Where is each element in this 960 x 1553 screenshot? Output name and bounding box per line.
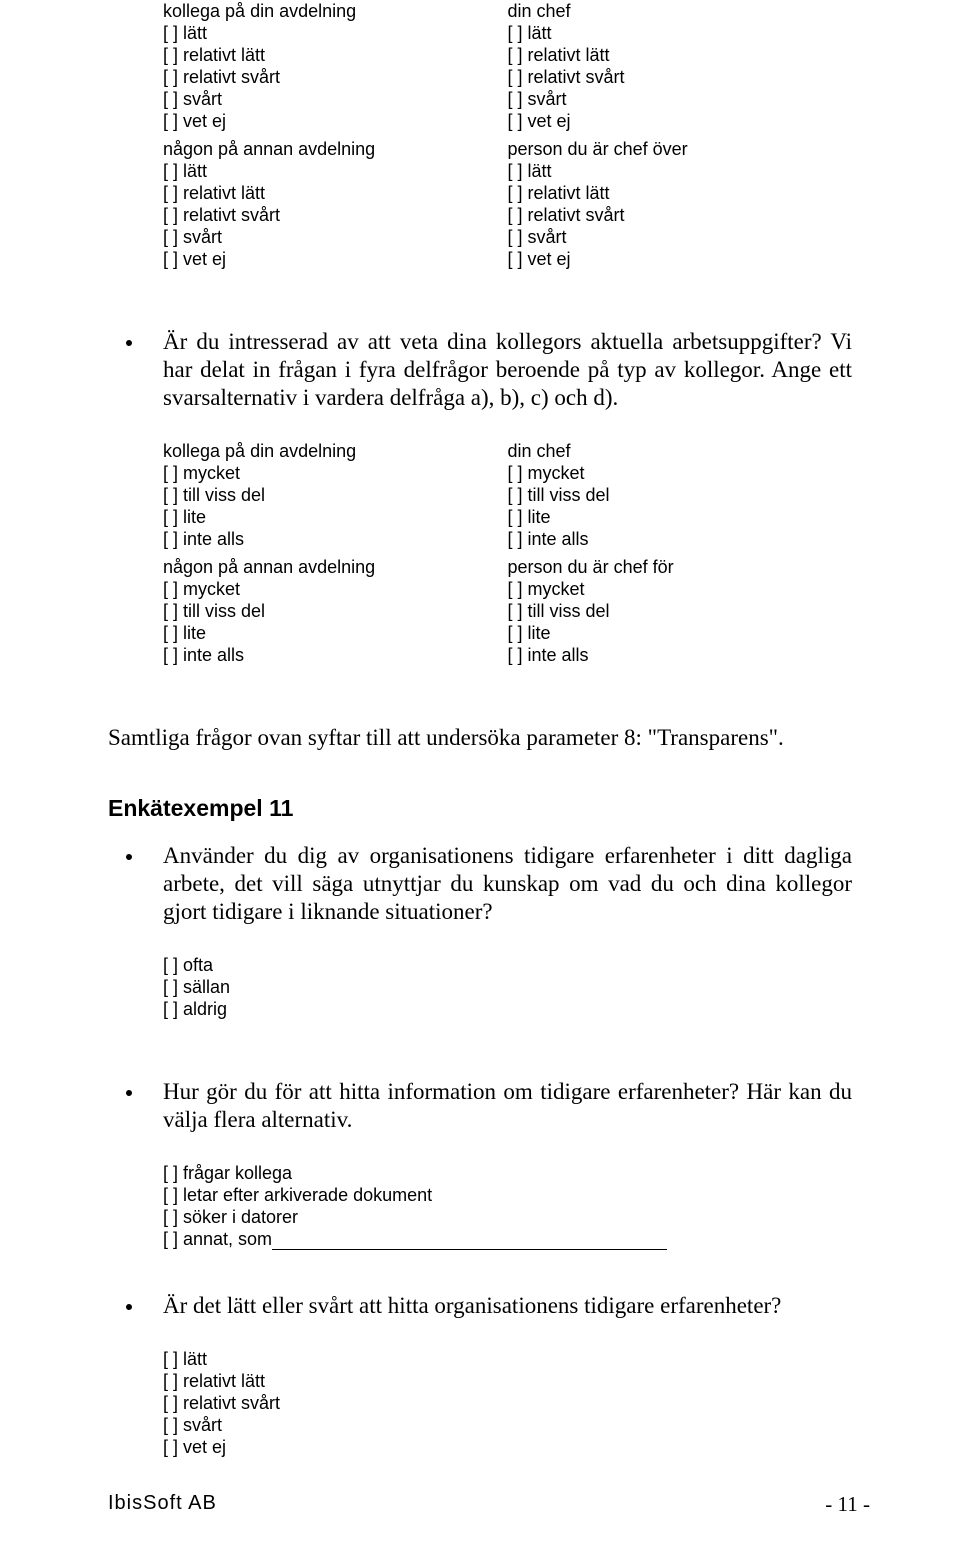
checkbox-option[interactable]: [ ] svårt (163, 88, 508, 110)
checkbox-option[interactable]: [ ] lite (508, 622, 853, 644)
checkbox-option[interactable]: [ ] till viss del (163, 600, 508, 622)
checkbox-option[interactable]: [ ] mycket (508, 462, 853, 484)
q2d: person du är chef för [ ] mycket [ ] til… (508, 556, 853, 666)
bullet-icon (126, 1090, 132, 1096)
bullet-icon (126, 854, 132, 860)
checkbox-option[interactable]: [ ] svårt (163, 226, 508, 248)
q1d: person du är chef över [ ] lätt [ ] rela… (508, 138, 853, 270)
checkbox-option[interactable]: [ ] lätt (163, 1348, 852, 1370)
q3-block: [ ] ofta [ ] sällan [ ] aldrig (108, 954, 852, 1020)
footer-page-number: - 11 - (825, 1492, 870, 1517)
checkbox-option[interactable]: [ ] till viss del (163, 484, 508, 506)
bullet-item: Använder du dig av organisationens tidig… (126, 842, 852, 926)
checkbox-option[interactable]: [ ] relativt svårt (508, 66, 853, 88)
checkbox-option[interactable]: [ ] lätt (508, 160, 853, 182)
q2c-heading: någon på annan avdelning (163, 556, 508, 578)
checkbox-option[interactable]: [ ] vet ej (163, 1436, 852, 1458)
q1d-heading: person du är chef över (508, 138, 853, 160)
bullet-item: Hur gör du för att hitta information om … (126, 1078, 852, 1134)
checkbox-option[interactable]: [ ] mycket (163, 462, 508, 484)
para-transparens: Samtliga frågor ovan syftar till att und… (108, 724, 852, 752)
footer-company: IbisSoft AB (108, 1492, 217, 1517)
q1-row-cd: någon på annan avdelning [ ] lätt [ ] re… (163, 138, 852, 270)
q1a: kollega på din avdelning [ ] lätt [ ] re… (163, 0, 508, 132)
q1a-heading: kollega på din avdelning (163, 0, 508, 22)
q2b-heading: din chef (508, 440, 853, 462)
checkbox-option[interactable]: [ ] lite (508, 506, 853, 528)
q1c-heading: någon på annan avdelning (163, 138, 508, 160)
q2a-heading: kollega på din avdelning (163, 440, 508, 462)
checkbox-option[interactable]: [ ] lätt (508, 22, 853, 44)
checkbox-option[interactable]: [ ] mycket (163, 578, 508, 600)
bullet2-text: Använder du dig av organisationens tidig… (163, 842, 852, 926)
checkbox-option[interactable]: [ ] vet ej (508, 248, 853, 270)
checkbox-option[interactable]: [ ] vet ej (163, 248, 508, 270)
q2c: någon på annan avdelning [ ] mycket [ ] … (163, 556, 508, 666)
checkbox-option[interactable]: [ ] relativt lätt (163, 44, 508, 66)
checkbox-option[interactable]: [ ] inte alls (508, 528, 853, 550)
q4-other-prefix: [ ] annat, som (163, 1229, 272, 1249)
checkbox-option[interactable]: [ ] relativt lätt (508, 182, 853, 204)
q1-block-top: kollega på din avdelning [ ] lätt [ ] re… (163, 0, 852, 270)
q2-row-ab: kollega på din avdelning [ ] mycket [ ] … (163, 440, 852, 550)
checkbox-option[interactable]: [ ] relativt svårt (163, 1392, 852, 1414)
bullet-icon (126, 340, 132, 346)
q1b-heading: din chef (508, 0, 853, 22)
q2a: kollega på din avdelning [ ] mycket [ ] … (163, 440, 508, 550)
checkbox-option[interactable]: [ ] relativt lätt (508, 44, 853, 66)
q2-block: kollega på din avdelning [ ] mycket [ ] … (163, 440, 852, 666)
bullet4-text: Är det lätt eller svårt att hitta organi… (163, 1292, 852, 1320)
checkbox-option[interactable]: [ ] vet ej (163, 110, 508, 132)
q2d-heading: person du är chef för (508, 556, 853, 578)
checkbox-option[interactable]: [ ] letar efter arkiverade dokument (163, 1184, 852, 1206)
checkbox-option[interactable]: [ ] inte alls (163, 644, 508, 666)
q4-block: [ ] frågar kollega [ ] letar efter arkiv… (108, 1162, 852, 1250)
q2-row-cd: någon på annan avdelning [ ] mycket [ ] … (163, 556, 852, 666)
checkbox-option[interactable]: [ ] ofta (163, 954, 852, 976)
q1b: din chef [ ] lätt [ ] relativt lätt [ ] … (508, 0, 853, 132)
checkbox-option[interactable]: [ ] aldrig (163, 998, 852, 1020)
page: kollega på din avdelning [ ] lätt [ ] re… (0, 0, 960, 1553)
checkbox-option[interactable]: [ ] svårt (508, 226, 853, 248)
checkbox-option[interactable]: [ ] relativt svårt (163, 66, 508, 88)
bullet-icon (126, 1304, 132, 1310)
checkbox-option[interactable]: [ ] lite (163, 506, 508, 528)
checkbox-option[interactable]: [ ] relativt svårt (508, 204, 853, 226)
checkbox-option[interactable]: [ ] svårt (508, 88, 853, 110)
q2b: din chef [ ] mycket [ ] till viss del [ … (508, 440, 853, 550)
page-footer: IbisSoft AB - 11 - (108, 1492, 870, 1517)
section-11-title: Enkätexempel 11 (108, 794, 852, 822)
q5-block: [ ] lätt [ ] relativt lätt [ ] relativt … (108, 1348, 852, 1458)
checkbox-option[interactable]: [ ] söker i datorer (163, 1206, 852, 1228)
checkbox-option[interactable]: [ ] relativt svårt (163, 204, 508, 226)
checkbox-option[interactable]: [ ] till viss del (508, 600, 853, 622)
checkbox-option[interactable]: [ ] inte alls (163, 528, 508, 550)
checkbox-option[interactable]: [ ] frågar kollega (163, 1162, 852, 1184)
checkbox-option[interactable]: [ ] sällan (163, 976, 852, 998)
checkbox-option[interactable]: [ ] mycket (508, 578, 853, 600)
other-input-line[interactable] (272, 1233, 667, 1250)
checkbox-option[interactable]: [ ] inte alls (508, 644, 853, 666)
checkbox-option-other[interactable]: [ ] annat, som (163, 1228, 852, 1250)
q1c: någon på annan avdelning [ ] lätt [ ] re… (163, 138, 508, 270)
checkbox-option[interactable]: [ ] relativt lätt (163, 182, 508, 204)
checkbox-option[interactable]: [ ] till viss del (508, 484, 853, 506)
q1-row-ab: kollega på din avdelning [ ] lätt [ ] re… (163, 0, 852, 132)
checkbox-option[interactable]: [ ] relativt lätt (163, 1370, 852, 1392)
bullet1-text: Är du intresserad av att veta dina kolle… (163, 328, 852, 412)
checkbox-option[interactable]: [ ] vet ej (508, 110, 853, 132)
bullet3-text: Hur gör du för att hitta information om … (163, 1078, 852, 1134)
checkbox-option[interactable]: [ ] svårt (163, 1414, 852, 1436)
bullet-item: Är du intresserad av att veta dina kolle… (126, 328, 852, 412)
checkbox-option[interactable]: [ ] lätt (163, 22, 508, 44)
checkbox-option[interactable]: [ ] lite (163, 622, 508, 644)
checkbox-option[interactable]: [ ] lätt (163, 160, 508, 182)
bullet-item: Är det lätt eller svårt att hitta organi… (126, 1292, 852, 1320)
